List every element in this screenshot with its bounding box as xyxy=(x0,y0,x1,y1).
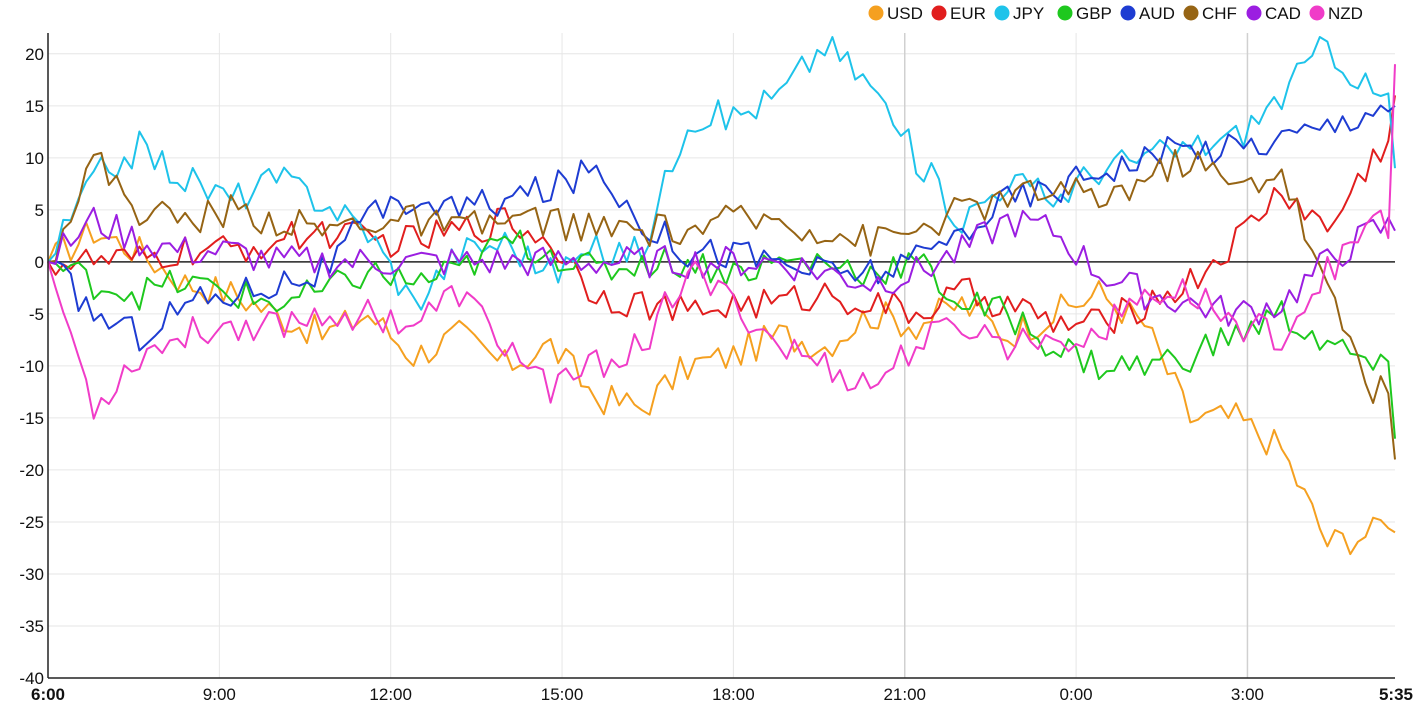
series-line-cad xyxy=(47,206,1396,327)
legend-swatch xyxy=(1120,5,1136,21)
legend-swatch xyxy=(1057,5,1073,21)
legend-item-chf[interactable]: CHF xyxy=(1183,4,1237,23)
y-tick-label: -30 xyxy=(19,565,44,584)
legend: USD EUR JPY GBP AUD CHF CAD NZD xyxy=(868,4,1363,23)
legend-item-eur[interactable]: EUR xyxy=(931,4,986,23)
legend-label: CAD xyxy=(1265,4,1301,23)
x-tick-label: 0:00 xyxy=(1060,685,1093,704)
legend-label: JPY xyxy=(1013,4,1044,23)
y-tick-label: -15 xyxy=(19,409,44,428)
legend-label: USD xyxy=(887,4,923,23)
legend-swatch xyxy=(931,5,947,21)
y-tick-label: -40 xyxy=(19,669,44,688)
legend-label: EUR xyxy=(950,4,986,23)
legend-label: GBP xyxy=(1076,4,1112,23)
series-line-chf xyxy=(47,149,1396,460)
legend-item-jpy[interactable]: JPY xyxy=(994,4,1045,23)
y-tick-label: -10 xyxy=(19,357,44,376)
legend-swatch xyxy=(1183,5,1199,21)
legend-swatch xyxy=(994,5,1010,21)
axes: 20 15 10 5 0 -5 -10 -15 -20 -25 -30 -35 -406:00 9:00 1… xyxy=(19,33,1413,704)
legend-item-cad[interactable]: CAD xyxy=(1246,4,1301,23)
x-tick-label: 18:00 xyxy=(712,685,755,704)
y-tick-label: 5 xyxy=(35,201,44,220)
y-tick-label: 0 xyxy=(35,253,44,272)
x-tick-label: 15:00 xyxy=(541,685,584,704)
legend-label: NZD xyxy=(1328,4,1363,23)
y-tick-label: -5 xyxy=(29,305,44,324)
series-line-usd xyxy=(47,221,1396,556)
x-tick-label: 3:00 xyxy=(1231,685,1264,704)
y-tick-label: 15 xyxy=(25,97,44,116)
x-tick-label: 5:35 xyxy=(1379,685,1413,704)
y-tick-label: -25 xyxy=(19,513,44,532)
legend-swatch xyxy=(1246,5,1262,21)
y-tick-label: -35 xyxy=(19,617,44,636)
x-tick-label: 21:00 xyxy=(883,685,926,704)
series-line-gbp xyxy=(47,229,1396,439)
series-line-jpy xyxy=(47,36,1396,311)
legend-label: AUD xyxy=(1139,4,1175,23)
x-tick-label: 9:00 xyxy=(203,685,236,704)
y-tick-label: 10 xyxy=(25,149,44,168)
legend-item-usd[interactable]: USD xyxy=(868,4,923,23)
y-tick-label: 20 xyxy=(25,45,44,64)
series-line-aud xyxy=(47,104,1396,352)
legend-swatch xyxy=(1309,5,1325,21)
legend-label: CHF xyxy=(1202,4,1237,23)
legend-item-gbp[interactable]: GBP xyxy=(1057,4,1112,23)
y-tick-label: -20 xyxy=(19,461,44,480)
series-line-nzd xyxy=(47,64,1396,420)
legend-swatch xyxy=(868,5,884,21)
series-lines xyxy=(47,36,1396,556)
x-tick-label: 12:00 xyxy=(369,685,412,704)
legend-item-aud[interactable]: AUD xyxy=(1120,4,1175,23)
x-tick-label: 6:00 xyxy=(31,685,65,704)
legend-item-nzd[interactable]: NZD xyxy=(1309,4,1363,23)
